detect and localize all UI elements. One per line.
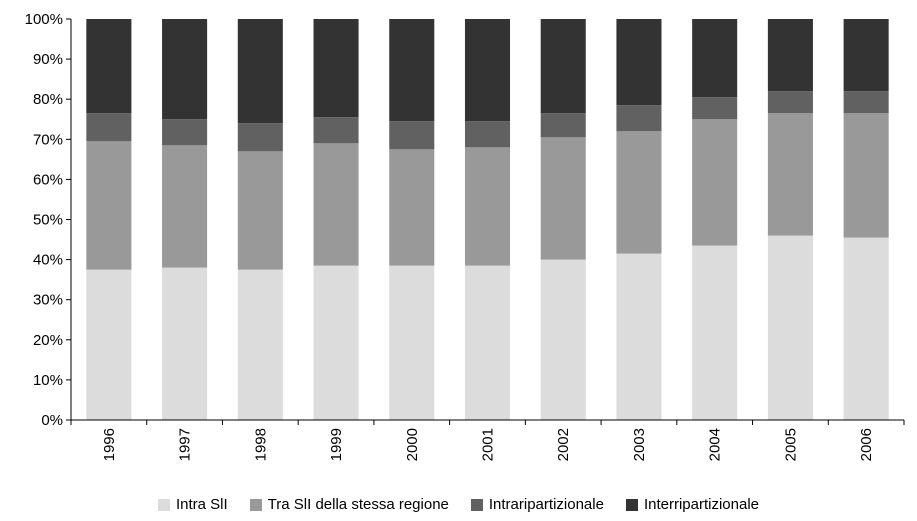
legend-swatch <box>470 498 483 511</box>
stacked-bar-chart: 0% 10% 20% 30% 40% 50% 60% 70% 80% 90% 100% 1996 199… <box>25 11 905 461</box>
bar-segment-1999-series-3 <box>313 117 359 144</box>
x-tick-label: 2005 <box>782 428 799 461</box>
bar-segment-2006-series-2 <box>843 113 889 238</box>
bar-segment-2004-series-4 <box>692 19 738 98</box>
bar-segment-2000-series-1 <box>389 265 435 420</box>
bar-segment-2001-series-1 <box>464 265 511 420</box>
y-tick-label: 10% <box>33 372 63 389</box>
legend-item: Intraripartizionale <box>470 496 604 513</box>
y-tick-label: 50% <box>33 212 63 229</box>
x-tick-label: 1996 <box>101 428 118 461</box>
legend-swatch <box>625 498 638 511</box>
legend-item: Interripartizionale <box>625 496 759 513</box>
x-tick-label: 2004 <box>707 428 724 461</box>
bar-segment-2001-series-2 <box>464 147 511 266</box>
bar-segment-2003-series-3 <box>616 105 662 132</box>
bar-segment-2003-series-2 <box>616 131 662 254</box>
bar-segment-2005-series-4 <box>767 19 813 92</box>
bar-segment-1997-series-4 <box>162 19 208 120</box>
bar-segment-1998-series-4 <box>237 19 283 124</box>
bar-segment-2002-series-1 <box>540 259 586 420</box>
bar-segment-2006-series-1 <box>843 237 889 420</box>
x-tick-label: 2001 <box>480 428 497 461</box>
bar-segment-2000-series-3 <box>389 121 435 150</box>
bar-segment-2006-series-4 <box>843 19 889 92</box>
legend-label: Tra SlI della stessa regione <box>267 496 449 513</box>
y-tick-label: 70% <box>33 131 63 148</box>
x-tick-label: 2002 <box>555 428 572 461</box>
bar-segment-1998-series-1 <box>237 269 283 420</box>
bar-segment-2002-series-4 <box>540 19 586 114</box>
bar-segment-1999-series-1 <box>313 265 359 420</box>
bar-segment-2002-series-3 <box>540 113 586 138</box>
x-tick-label: 2006 <box>858 428 875 461</box>
bar-segment-2005-series-2 <box>767 113 813 236</box>
x-tick-label: 1997 <box>177 428 194 461</box>
x-tick-label: 2003 <box>631 428 648 461</box>
bar-segment-1997-series-1 <box>162 267 208 420</box>
bar-segment-2005-series-1 <box>767 235 813 420</box>
legend-swatch <box>249 498 262 511</box>
bar-segment-1998-series-2 <box>237 151 283 270</box>
bar-segment-2004-series-3 <box>692 97 738 120</box>
bar-segment-2000-series-4 <box>389 19 435 122</box>
bar-segment-2003-series-4 <box>616 19 662 106</box>
y-tick-label: 40% <box>33 252 63 269</box>
bar-segment-2004-series-2 <box>692 119 738 246</box>
y-tick-label: 0% <box>41 412 63 429</box>
bar-segment-1996-series-4 <box>86 19 132 114</box>
bar-segment-2000-series-2 <box>389 149 435 266</box>
y-tick-label: 30% <box>33 292 63 309</box>
legend-label: Interripartizionale <box>643 496 759 513</box>
x-tick-label: 1999 <box>328 428 345 461</box>
bar-segment-1996-series-2 <box>86 141 132 270</box>
y-tick-label: 90% <box>33 51 63 68</box>
legend-item: Intra SlI <box>157 496 228 513</box>
bar-segment-2003-series-1 <box>616 253 662 420</box>
bar-segment-2001-series-3 <box>464 121 511 148</box>
y-tick-label: 20% <box>33 332 63 349</box>
bar-segment-2004-series-1 <box>692 245 738 420</box>
bar-segment-1997-series-3 <box>162 119 208 146</box>
bar-segment-2001-series-4 <box>464 19 511 122</box>
bar-segment-2006-series-3 <box>843 91 889 114</box>
bar-segment-1998-series-3 <box>237 123 283 152</box>
legend-item: Tra SlI della stessa regione <box>249 496 449 513</box>
y-tick-label: 60% <box>33 171 63 188</box>
bar-segment-1996-series-3 <box>86 113 132 142</box>
legend-label: Intraripartizionale <box>488 496 604 513</box>
legend-label: Intra SlI <box>175 496 228 513</box>
x-tick-label: 2000 <box>404 428 421 461</box>
bar-segment-1999-series-4 <box>313 19 359 118</box>
bar-segment-1999-series-2 <box>313 143 359 266</box>
legend-swatch <box>157 498 170 511</box>
y-tick-label: 80% <box>33 91 63 108</box>
legend: Intra SlI Tra SlI della stessa regione Int… <box>0 496 917 513</box>
bar-segment-1996-series-1 <box>86 269 132 420</box>
y-tick-label: 100% <box>25 11 63 28</box>
bar-segment-2005-series-3 <box>767 91 813 114</box>
bar-segment-1997-series-2 <box>162 145 208 268</box>
bar-segment-2002-series-2 <box>540 137 586 260</box>
x-tick-label: 1998 <box>252 428 269 461</box>
